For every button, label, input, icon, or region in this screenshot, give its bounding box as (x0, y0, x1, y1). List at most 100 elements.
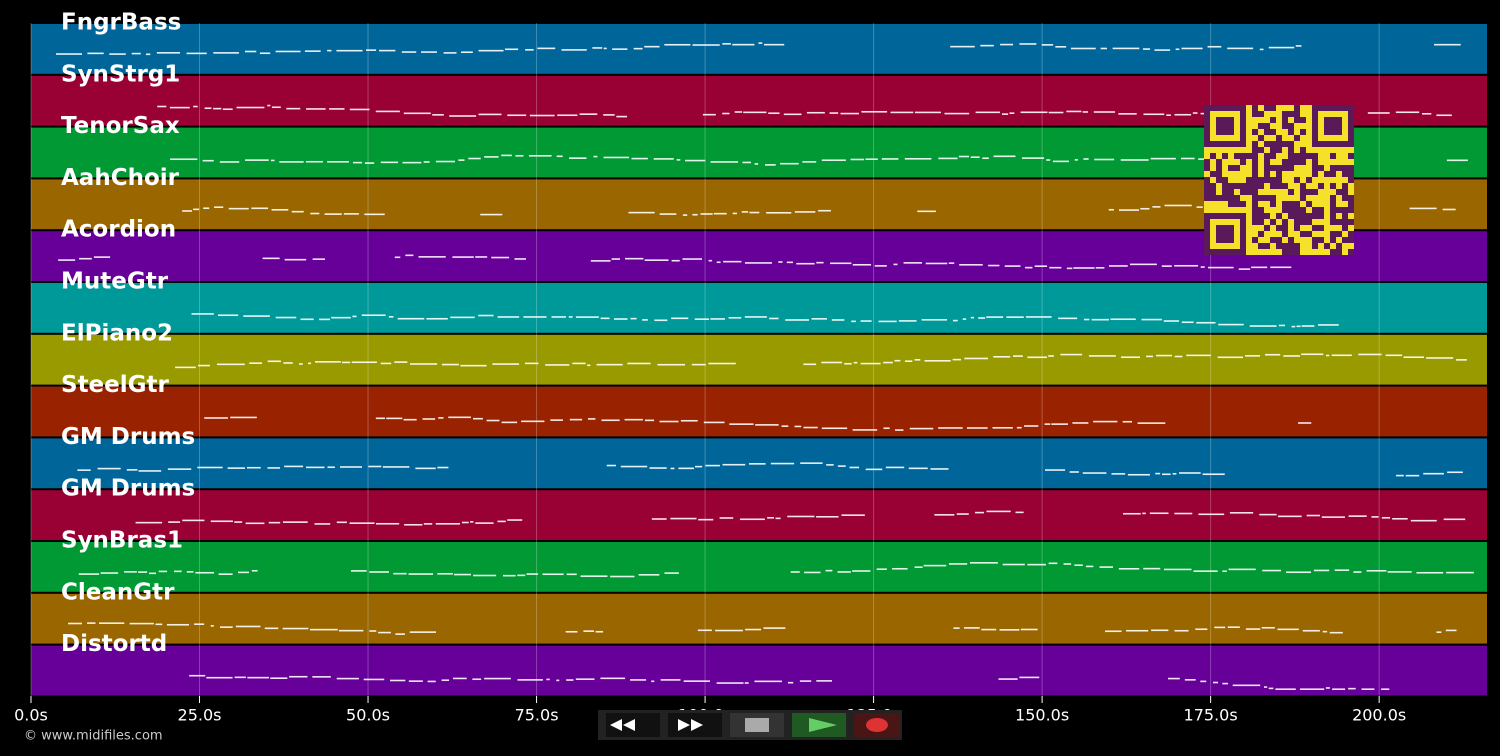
note (529, 114, 555, 117)
note (587, 364, 591, 367)
note (403, 418, 417, 421)
qr-cell (1288, 249, 1294, 255)
note (956, 513, 969, 515)
note (1395, 111, 1420, 114)
qr-cell (1240, 201, 1246, 207)
note (837, 465, 846, 467)
note (1348, 515, 1367, 517)
note (1426, 357, 1454, 359)
qr-cell (1288, 237, 1294, 243)
qr-cell (1306, 213, 1312, 219)
note (1049, 266, 1062, 269)
note (501, 421, 518, 424)
note (1200, 266, 1205, 268)
note (644, 419, 655, 422)
qr-cell (1210, 171, 1216, 177)
note (633, 47, 643, 50)
note (394, 256, 401, 259)
qr-cell (1252, 111, 1258, 117)
note (551, 316, 566, 318)
note (395, 633, 405, 635)
note (421, 51, 437, 53)
fast-forward-button[interactable] (668, 713, 722, 737)
note (149, 572, 157, 575)
note (1367, 112, 1390, 114)
note (682, 214, 688, 216)
note (616, 115, 628, 118)
note (1238, 268, 1251, 270)
note (892, 567, 908, 570)
note (1074, 159, 1078, 161)
note (767, 517, 774, 519)
qr-cell (1288, 141, 1294, 147)
note (386, 417, 403, 420)
note (786, 261, 793, 264)
note (1261, 626, 1275, 629)
rewind-button[interactable] (606, 713, 660, 737)
note (852, 570, 871, 572)
note (1181, 157, 1195, 160)
note (1222, 682, 1229, 685)
note (1146, 355, 1153, 358)
qr-cell (1330, 171, 1336, 177)
note (182, 210, 193, 212)
note (1227, 47, 1254, 50)
note (282, 627, 309, 630)
qr-cell (1216, 159, 1222, 165)
note (1174, 629, 1189, 632)
note (267, 360, 281, 363)
note (1322, 630, 1328, 633)
note (186, 571, 194, 573)
qr-cell (1210, 153, 1216, 159)
note (99, 622, 125, 624)
note (1172, 473, 1177, 475)
note (948, 262, 955, 264)
note (741, 211, 749, 213)
play-button[interactable] (792, 713, 846, 737)
note (1213, 681, 1219, 684)
note (671, 317, 689, 320)
note (1301, 325, 1315, 327)
note (197, 364, 210, 367)
track-row (31, 593, 1487, 644)
note (986, 316, 1004, 318)
note (1118, 113, 1137, 115)
note (1268, 687, 1274, 690)
note (1366, 569, 1387, 572)
note (664, 572, 679, 574)
note (1361, 688, 1375, 690)
note (1222, 570, 1227, 573)
note (394, 361, 408, 363)
note (831, 319, 845, 321)
note (393, 572, 407, 575)
note (715, 629, 743, 632)
note (305, 160, 323, 163)
qr-cell (1288, 201, 1294, 207)
qr-cell (1276, 243, 1282, 249)
note (126, 469, 138, 471)
record-button[interactable] (854, 713, 900, 737)
qr-cell (1228, 183, 1234, 189)
qr-cell (1336, 231, 1342, 237)
note (743, 111, 767, 114)
note (568, 316, 573, 318)
qr-cell (1300, 207, 1306, 213)
note (478, 49, 504, 52)
note (1082, 472, 1107, 474)
stop-button[interactable] (730, 713, 784, 737)
note (418, 256, 446, 258)
note (475, 256, 488, 258)
note (291, 210, 304, 213)
note (657, 363, 686, 366)
qr-cell (1288, 147, 1294, 153)
qr-cell (1240, 183, 1246, 189)
qr-cell (1258, 177, 1264, 183)
note (270, 677, 288, 680)
note (402, 161, 422, 164)
note (267, 104, 271, 107)
note (173, 570, 182, 573)
note (749, 211, 760, 214)
qr-cell (1222, 183, 1228, 189)
track-label: TenorSax (61, 113, 180, 139)
qr-cell (1204, 165, 1210, 171)
